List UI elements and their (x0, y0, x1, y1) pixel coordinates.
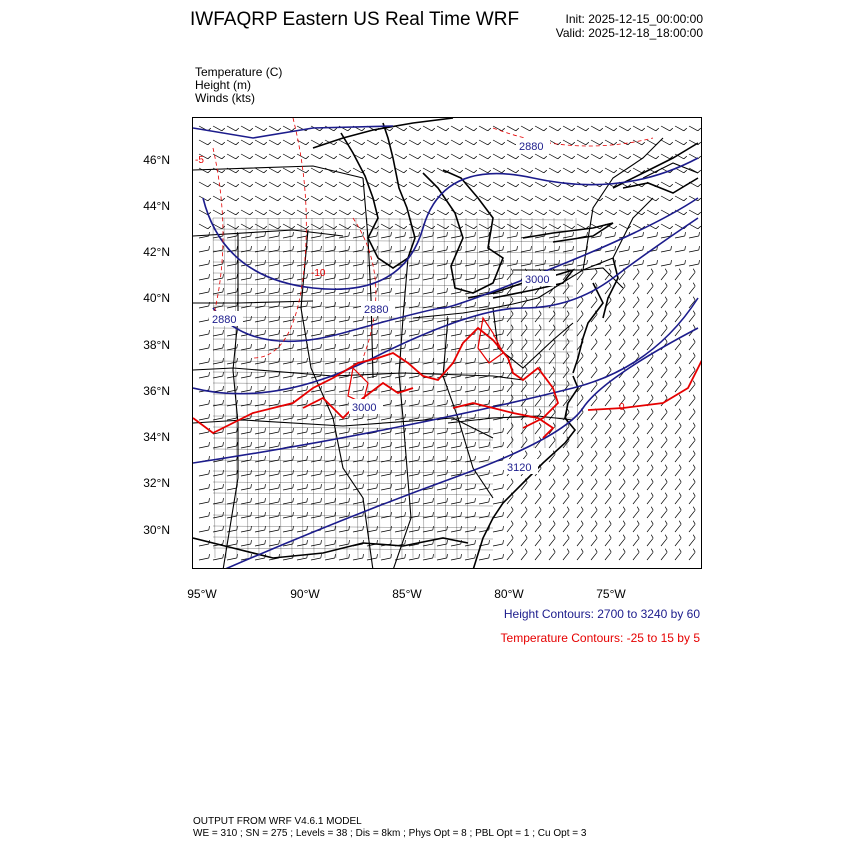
model-footer-title: OUTPUT FROM WRF V4.6.1 MODEL (193, 816, 362, 827)
lat-label: 42°N (143, 245, 170, 259)
contour-labels: 2880 3000 2880 2880 3000 3120 -10 -5 0 (195, 138, 625, 474)
chart-title: IWFAQRP Eastern US Real Time WRF (190, 9, 520, 30)
height-label: 3120 (507, 462, 531, 474)
lon-label: 85°W (392, 587, 422, 601)
lon-label: 80°W (494, 587, 524, 601)
lat-label: 40°N (143, 291, 170, 305)
lat-label: 44°N (143, 199, 170, 213)
height-label: 3000 (525, 274, 549, 286)
state-borders (193, 137, 699, 568)
lat-label: 38°N (143, 338, 170, 352)
map-panel: 2880 3000 2880 2880 3000 3120 -10 -5 0 (192, 117, 702, 569)
temperature-label: -5 (195, 155, 204, 166)
valid-time: Valid: 2025-12-18_18:00:00 (555, 26, 703, 40)
height-label: 2880 (519, 141, 543, 153)
map-canvas: 2880 3000 2880 2880 3000 3120 -10 -5 0 (193, 118, 701, 568)
height-contours (193, 125, 699, 568)
wind-barbs (198, 125, 701, 561)
temperature-label: -10 (311, 268, 326, 279)
height-contour-legend: Height Contours: 2700 to 3240 by 60 (503, 607, 700, 621)
field-temperature: Temperature (C) (195, 65, 283, 79)
model-footer-settings: WE = 310 ; SN = 275 ; Levels = 38 ; Dis … (193, 828, 587, 839)
lon-label: 95°W (187, 587, 217, 601)
lat-label: 46°N (143, 153, 170, 167)
temperature-contour-legend: Temperature Contours: -25 to 15 by 5 (500, 631, 700, 645)
temperature-label: 0 (619, 402, 625, 413)
height-label: 2880 (364, 304, 388, 316)
lon-label: 75°W (596, 587, 626, 601)
field-height: Height (m) (195, 78, 252, 92)
lat-label: 34°N (143, 430, 170, 444)
height-label: 2880 (212, 314, 236, 326)
init-time: Init: 2025-12-15_00:00:00 (565, 12, 703, 26)
temperature-contours (193, 118, 701, 439)
height-label: 3000 (352, 402, 376, 414)
county-borders (212, 217, 579, 559)
wind-barb-field (198, 125, 701, 561)
lon-label: 90°W (290, 587, 320, 601)
field-winds: Winds (kts) (195, 91, 255, 105)
coastlines (193, 118, 699, 568)
lat-label: 30°N (143, 523, 170, 537)
lat-label: 32°N (143, 476, 170, 490)
county-grid (212, 217, 579, 559)
lat-label: 36°N (143, 384, 170, 398)
